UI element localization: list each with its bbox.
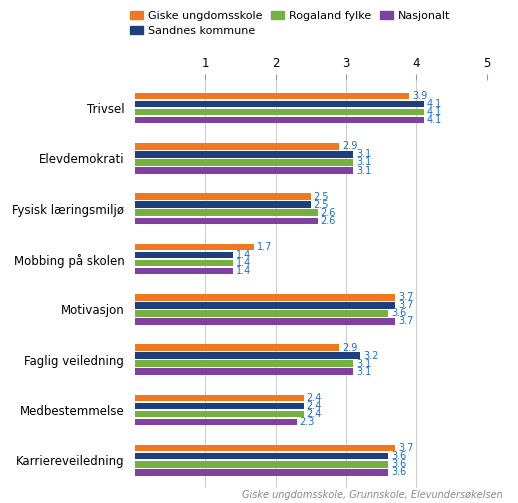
Text: 3.7: 3.7 (398, 316, 413, 326)
Text: 3.1: 3.1 (356, 367, 371, 377)
Bar (135, 194, 311, 200)
Bar (135, 117, 424, 124)
Bar (135, 294, 395, 300)
Text: 1.4: 1.4 (236, 250, 251, 260)
Text: 3.6: 3.6 (391, 451, 406, 461)
Text: 2.5: 2.5 (313, 192, 329, 202)
Text: 3.1: 3.1 (356, 149, 371, 159)
Text: 1.4: 1.4 (236, 266, 251, 276)
Text: 3.1: 3.1 (356, 165, 371, 176)
Bar (135, 368, 353, 375)
Bar (135, 310, 388, 317)
Text: 4.1: 4.1 (426, 107, 441, 117)
Bar (135, 159, 353, 166)
Bar (135, 218, 318, 224)
Bar (135, 360, 353, 367)
Text: 3.2: 3.2 (363, 351, 378, 361)
Bar (135, 268, 233, 275)
Bar (135, 394, 304, 401)
Bar (135, 469, 388, 476)
Bar (135, 101, 424, 108)
Bar (135, 210, 318, 216)
Text: 2.4: 2.4 (307, 393, 322, 403)
Text: 2.4: 2.4 (307, 401, 322, 411)
Bar (135, 109, 424, 116)
Bar (135, 202, 311, 208)
Text: 3.7: 3.7 (398, 443, 413, 453)
Bar (135, 151, 353, 158)
Text: 3.6: 3.6 (391, 308, 406, 318)
Text: 2.6: 2.6 (321, 216, 336, 226)
Bar (135, 410, 304, 417)
Text: 2.5: 2.5 (313, 200, 329, 210)
Text: 4.1: 4.1 (426, 99, 441, 109)
Text: Giske ungdomsskole, Grunnskole, Elevundersøkelsen: Giske ungdomsskole, Grunnskole, Elevunde… (242, 490, 502, 500)
Bar (135, 402, 304, 409)
Bar (135, 93, 409, 100)
Text: 1.4: 1.4 (236, 258, 251, 268)
Text: 3.9: 3.9 (412, 91, 427, 101)
Bar (135, 143, 339, 150)
Text: 1.7: 1.7 (257, 242, 272, 252)
Text: 2.6: 2.6 (321, 208, 336, 218)
Bar (135, 418, 297, 426)
Bar (135, 244, 254, 250)
Text: 2.9: 2.9 (342, 343, 357, 353)
Bar (135, 461, 388, 468)
Text: 2.3: 2.3 (299, 417, 315, 427)
Text: 3.6: 3.6 (391, 467, 406, 477)
Text: 3.7: 3.7 (398, 300, 413, 310)
Bar (135, 252, 233, 259)
Bar (135, 167, 353, 174)
Bar (135, 318, 395, 325)
Text: 3.7: 3.7 (398, 292, 413, 302)
Text: 2.9: 2.9 (342, 141, 357, 151)
Bar (135, 352, 360, 359)
Bar (135, 453, 388, 460)
Text: 2.4: 2.4 (307, 409, 322, 419)
Bar (135, 445, 395, 452)
Bar (135, 302, 395, 309)
Bar (135, 344, 339, 351)
Bar (135, 260, 233, 267)
Legend: Giske ungdomsskole, Sandnes kommune, Rogaland fylke, Nasjonalt: Giske ungdomsskole, Sandnes kommune, Rog… (130, 11, 450, 36)
Text: 3.1: 3.1 (356, 359, 371, 369)
Text: 4.1: 4.1 (426, 115, 441, 125)
Text: 3.6: 3.6 (391, 459, 406, 469)
Text: 3.1: 3.1 (356, 157, 371, 167)
